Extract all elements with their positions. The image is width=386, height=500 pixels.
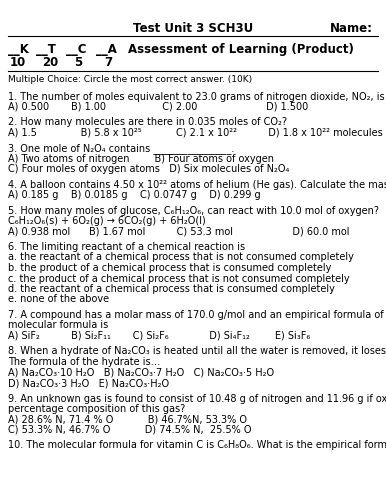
Text: The formula of the hydrate is…: The formula of the hydrate is… [8,357,160,367]
Text: Assessment of Learning (Product): Assessment of Learning (Product) [128,44,354,57]
Text: c. the product of a chemical process that is not consumed completely: c. the product of a chemical process tha… [8,274,350,283]
Text: A) Two atoms of nitrogen        B) Four atoms of oxygen: A) Two atoms of nitrogen B) Four atoms o… [8,154,274,164]
Text: A) 1.5              B) 5.8 x 10²⁵           C) 2.1 x 10²²          D) 1.8 x 10²²: A) 1.5 B) 5.8 x 10²⁵ C) 2.1 x 10²² D) 1.… [8,128,383,138]
Text: 9. An unknown gas is found to consist of 10.48 g of nitrogen and 11.96 g if oxyg: 9. An unknown gas is found to consist of… [8,394,386,404]
Text: C) 53.3% N, 46.7% O           D) 74.5% N,  25.5% O: C) 53.3% N, 46.7% O D) 74.5% N, 25.5% O [8,425,252,435]
Text: __T: __T [36,44,56,57]
Text: 7: 7 [104,56,112,70]
Text: b. the product of a chemical process that is consumed completely: b. the product of a chemical process tha… [8,263,331,273]
Text: a. the reactant of a chemical process that is not consumed completely: a. the reactant of a chemical process th… [8,252,354,262]
Text: C₆H₁₂O₆(s) + 6O₂(g) → 6CO₂(g) + 6H₂O(l): C₆H₁₂O₆(s) + 6O₂(g) → 6CO₂(g) + 6H₂O(l) [8,216,206,226]
Text: 5. How many moles of glucose, C₆H₁₂O₆, can react with 10.0 mol of oxygen?: 5. How many moles of glucose, C₆H₁₂O₆, c… [8,206,379,216]
Text: __A: __A [96,44,117,57]
Text: A) SiF₂          B) Si₂F₁₁       C) Si₂F₆             D) Si₄F₁₂        E) Si₃F₆: A) SiF₂ B) Si₂F₁₁ C) Si₂F₆ D) Si₄F₁₂ E) … [8,331,310,341]
Text: A) 28.6% N, 71.4 % O           B) 46.7%N, 53.3% O: A) 28.6% N, 71.4 % O B) 46.7%N, 53.3% O [8,414,247,424]
Text: A) Na₂CO₃·10 H₂O   B) Na₂CO₃·7 H₂O   C) Na₂CO₃·5 H₂O: A) Na₂CO₃·10 H₂O B) Na₂CO₃·7 H₂O C) Na₂C… [8,368,274,378]
Text: A) 0.938 mol      B) 1.67 mol          C) 53.3 mol                   D) 60.0 mol: A) 0.938 mol B) 1.67 mol C) 53.3 mol D) … [8,226,349,236]
Text: 1. The number of moles equivalent to 23.0 grams of nitrogen dioxide, NO₂, is ___: 1. The number of moles equivalent to 23.… [8,91,386,102]
Text: 10. The molecular formula for vitamin C is C₆H₈O₆. What is the empirical formula: 10. The molecular formula for vitamin C … [8,440,386,450]
Text: 4. A balloon contains 4.50 x 10²² atoms of helium (He gas). Calculate the mass o: 4. A balloon contains 4.50 x 10²² atoms … [8,180,386,190]
Text: 10: 10 [10,56,26,70]
Text: C) Four moles of oxygen atoms   D) Six molecules of N₂O₄: C) Four moles of oxygen atoms D) Six mol… [8,164,290,174]
Text: molecular formula is: molecular formula is [8,320,108,330]
Text: d. the reactant of a chemical process that is consumed completely: d. the reactant of a chemical process th… [8,284,335,294]
Text: A) 0.185 g    B) 0.0185 g    C) 0.0747 g    D) 0.299 g: A) 0.185 g B) 0.0185 g C) 0.0747 g D) 0.… [8,190,261,200]
Text: 2. How many molecules are there in 0.035 moles of CO₂?: 2. How many molecules are there in 0.035… [8,117,287,127]
Text: __K: __K [8,44,29,57]
Text: 3. One mole of N₂O₄ contains ________________.: 3. One mole of N₂O₄ contains ___________… [8,143,234,154]
Text: A) 0.500       B) 1.00                  C) 2.00                      D) 1.500: A) 0.500 B) 1.00 C) 2.00 D) 1.500 [8,102,308,112]
Text: 5: 5 [74,56,82,70]
Text: 8. When a hydrate of Na₂CO₃ is heated until all the water is removed, it loses 5: 8. When a hydrate of Na₂CO₃ is heated un… [8,346,386,356]
Text: 20: 20 [42,56,58,70]
Text: 7. A compound has a molar mass of 170.0 g/mol and an empirical formula of SiF₂. : 7. A compound has a molar mass of 170.0 … [8,310,386,320]
Text: e. none of the above: e. none of the above [8,294,109,304]
Text: percentage composition of this gas?: percentage composition of this gas? [8,404,185,414]
Text: Test Unit 3 SCH3U: Test Unit 3 SCH3U [133,22,253,35]
Text: Multiple Choice: Circle the most correct answer. (10K): Multiple Choice: Circle the most correct… [8,76,252,84]
Text: D) Na₂CO₃·3 H₂O   E) Na₂CO₃·H₂O: D) Na₂CO₃·3 H₂O E) Na₂CO₃·H₂O [8,378,169,388]
Text: Name:: Name: [330,22,373,35]
Text: 6. The limiting reactant of a chemical reaction is: 6. The limiting reactant of a chemical r… [8,242,245,252]
Text: __C: __C [66,44,86,57]
